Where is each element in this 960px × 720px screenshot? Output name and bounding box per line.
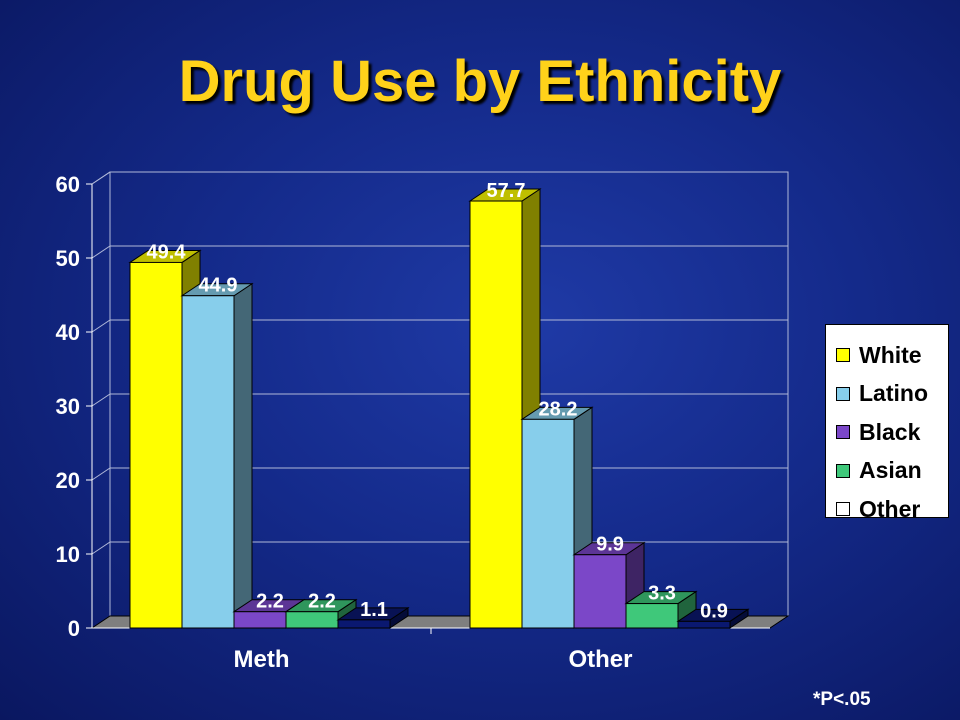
bar-latino-other xyxy=(521,418,575,629)
y-tick-label: 60 xyxy=(56,172,80,197)
footnote: *P<.05 xyxy=(813,689,871,710)
bar-other-other xyxy=(677,620,731,629)
bar-black-other xyxy=(573,554,627,629)
data-label: 3.3 xyxy=(648,583,676,605)
legend-item: Other xyxy=(836,490,948,529)
data-label: 28.2 xyxy=(539,398,578,420)
legend-item: Asian xyxy=(836,452,948,491)
legend-item: Latino xyxy=(836,375,948,414)
y-tick-label: 40 xyxy=(56,320,80,345)
legend-item: White xyxy=(836,336,948,375)
y-tick-label: 0 xyxy=(68,616,80,641)
data-label: 1.1 xyxy=(360,599,388,621)
legend-swatch xyxy=(836,386,850,401)
data-label: 44.9 xyxy=(199,275,238,297)
y-tick-label: 50 xyxy=(56,246,80,271)
data-label: 57.7 xyxy=(487,180,526,202)
data-label: 0.9 xyxy=(700,600,728,622)
legend-label: Other xyxy=(859,495,921,522)
legend-swatch xyxy=(836,502,850,517)
legend: White Latino Black Asian Other xyxy=(825,324,949,522)
gridline xyxy=(91,393,788,407)
data-label: 2.2 xyxy=(256,591,284,613)
legend-label: Black xyxy=(859,418,921,445)
x-category-label: Meth xyxy=(234,646,290,673)
gridline xyxy=(91,245,788,259)
data-label: 9.9 xyxy=(596,534,624,556)
x-category-label: Other xyxy=(568,646,632,673)
bar-white-other xyxy=(469,200,523,629)
bar-white-meth xyxy=(129,261,183,629)
legend-swatch xyxy=(836,348,850,363)
legend-label: Asian xyxy=(859,457,922,484)
gridline xyxy=(91,319,788,333)
data-label: 49.4 xyxy=(147,241,187,263)
y-tick-label: 20 xyxy=(56,468,80,493)
bar-black-meth xyxy=(233,611,287,629)
bar-other-meth xyxy=(337,619,391,629)
legend-swatch xyxy=(836,425,850,440)
gridline xyxy=(91,171,788,185)
legend-label: White xyxy=(859,341,922,368)
bar-asian-other xyxy=(625,603,679,629)
chart-title: Drug Use by Ethnicity xyxy=(178,49,782,114)
legend-swatch xyxy=(836,463,850,478)
bar-asian-meth xyxy=(285,611,339,629)
y-tick-label: 30 xyxy=(56,394,80,419)
legend-label: Latino xyxy=(859,380,928,407)
data-label: 2.2 xyxy=(308,591,336,613)
y-tick-label: 10 xyxy=(56,542,80,567)
bar-latino-meth xyxy=(181,295,235,629)
bar-side xyxy=(233,282,253,629)
legend-item: Black xyxy=(836,413,948,452)
